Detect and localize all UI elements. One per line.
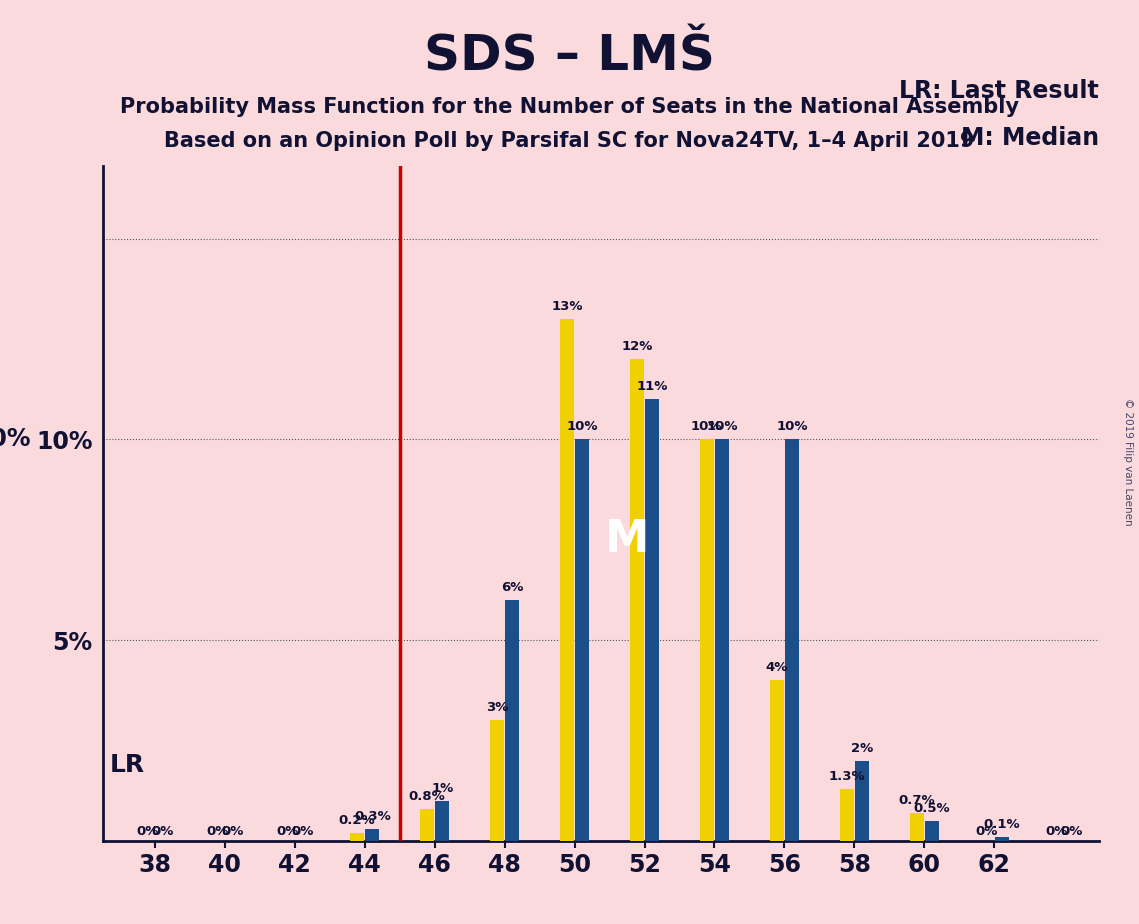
Text: M: M [605, 518, 649, 561]
Text: 0%: 0% [151, 824, 174, 838]
Bar [645, 399, 659, 841]
Text: 10%: 10% [0, 427, 31, 451]
Text: 0%: 0% [292, 824, 313, 838]
Text: Based on an Opinion Poll by Parsifal SC for Nova24TV, 1–4 April 2019: Based on an Opinion Poll by Parsifal SC … [164, 131, 975, 152]
Text: 0%: 0% [1046, 824, 1067, 838]
Bar [420, 808, 434, 841]
Bar [839, 789, 853, 841]
Text: 0%: 0% [975, 824, 998, 838]
Text: 6%: 6% [501, 581, 524, 594]
Text: LR: LR [109, 753, 145, 776]
Bar [699, 439, 714, 841]
Text: LR: Last Result: LR: Last Result [900, 79, 1099, 103]
Text: Probability Mass Function for the Number of Seats in the National Assembly: Probability Mass Function for the Number… [120, 97, 1019, 117]
Text: 13%: 13% [551, 300, 583, 313]
Text: 0.1%: 0.1% [984, 818, 1021, 831]
Bar [910, 813, 924, 841]
Text: 12%: 12% [621, 340, 653, 353]
Bar [630, 359, 644, 841]
Bar [925, 821, 939, 841]
Bar [855, 760, 869, 841]
Bar [575, 439, 589, 841]
Text: 10%: 10% [777, 420, 808, 433]
Text: 0%: 0% [206, 824, 229, 838]
Bar [785, 439, 800, 841]
Bar [490, 721, 503, 841]
Text: 10%: 10% [706, 420, 738, 433]
Text: 3%: 3% [485, 701, 508, 714]
Text: 10%: 10% [691, 420, 722, 433]
Bar [560, 319, 574, 841]
Bar [770, 680, 784, 841]
Text: © 2019 Filip van Laenen: © 2019 Filip van Laenen [1123, 398, 1133, 526]
Text: 1.3%: 1.3% [828, 770, 865, 783]
Text: 1%: 1% [432, 782, 453, 795]
Text: M: Median: M: Median [961, 126, 1099, 150]
Bar [366, 829, 379, 841]
Text: 0%: 0% [221, 824, 244, 838]
Text: 10%: 10% [566, 420, 598, 433]
Bar [435, 801, 450, 841]
Text: 0%: 0% [276, 824, 298, 838]
Text: 11%: 11% [637, 380, 667, 394]
Text: 0.3%: 0.3% [354, 809, 391, 822]
Text: 0.7%: 0.7% [899, 794, 935, 807]
Text: 0.5%: 0.5% [913, 802, 950, 815]
Text: 0.2%: 0.2% [338, 814, 376, 827]
Text: 2%: 2% [851, 742, 874, 755]
Bar [995, 837, 1009, 841]
Text: SDS – LMŠ: SDS – LMŠ [424, 32, 715, 80]
Text: 0%: 0% [1060, 824, 1083, 838]
Text: 4%: 4% [765, 662, 788, 675]
Bar [350, 833, 364, 841]
Text: 0.8%: 0.8% [409, 790, 445, 803]
Text: 0%: 0% [136, 824, 158, 838]
Bar [715, 439, 729, 841]
Bar [506, 600, 519, 841]
